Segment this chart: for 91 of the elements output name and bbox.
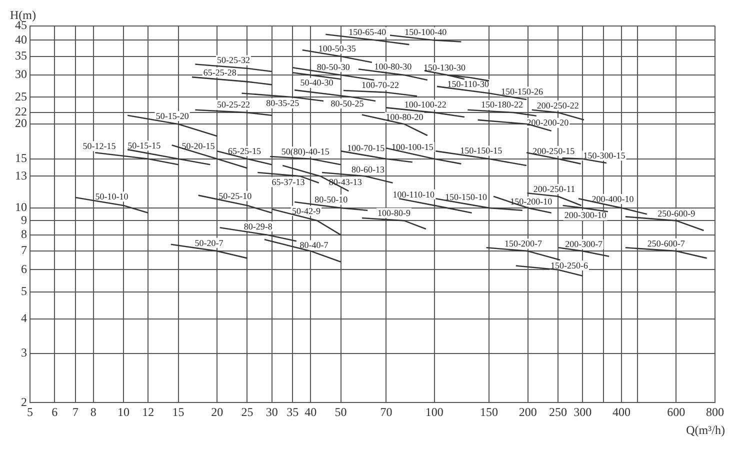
x-tick-label: 30 (266, 404, 278, 419)
x-tick-label: 200 (518, 404, 537, 419)
series-label: 65-25-28 (203, 67, 237, 78)
series-label: 150-200-10 (510, 196, 553, 206)
y-tick-label: 15 (15, 151, 27, 166)
y-tick-label: 5 (21, 284, 27, 298)
series-label: 100-100-22 (404, 100, 446, 110)
series-label: 200-400-10 (592, 194, 634, 204)
series-label: 150-180-22 (481, 100, 524, 110)
series-label: 100-80-9 (377, 208, 411, 218)
series-label: 150-300-15 (583, 150, 626, 160)
y-tick-label: 4 (21, 310, 27, 325)
series-label: 65-25-15 (228, 146, 262, 156)
series-label: 250-600-7 (647, 238, 686, 248)
y-tick-label: 10 (15, 200, 27, 214)
y-tick-label: 9 (21, 212, 27, 227)
y-tick-label: 3 (21, 346, 27, 360)
x-tick-label: 15 (172, 404, 184, 419)
series-label: 100-110-10 (392, 189, 435, 200)
series-label: 80-50-25 (330, 98, 364, 108)
x-tick-label: 800 (706, 404, 724, 419)
series-label: 50-25-32 (217, 55, 250, 66)
x-tick-label: 300 (574, 404, 592, 419)
x-tick-label: 10 (118, 404, 130, 419)
series-label: 150-110-30 (447, 79, 490, 90)
x-tick-label: 150 (480, 404, 498, 419)
x-tick-label: 12 (142, 404, 154, 419)
series-label: 200-250-11 (533, 184, 576, 194)
series-label: 150-65-40 (348, 27, 387, 38)
series-label: 50-42-9 (292, 206, 322, 216)
x-tick-label: 8 (90, 404, 96, 419)
series-label: 100-70-22 (362, 80, 400, 90)
series-label: 200-250-22 (536, 100, 579, 110)
x-tick-label: 7 (72, 404, 78, 419)
x-axis-title: Q(m³/h) (686, 422, 725, 437)
series-label: 200-300-7 (565, 239, 604, 250)
x-tick-label: 600 (667, 404, 686, 419)
series-label: 100-80-30 (374, 61, 412, 72)
series-label: 150-100-40 (404, 27, 448, 38)
series-label: 150-150-10 (445, 192, 488, 202)
series-label: 150-200-7 (504, 238, 542, 249)
series-label: 50-20-15 (182, 141, 216, 152)
series-label: 50-10-10 (95, 191, 129, 202)
series-label: 50-12-15 (82, 140, 116, 151)
series-label: 80-50-10 (314, 194, 348, 205)
series-label: 80-29-8 (244, 221, 273, 232)
series-label: 250-600-9 (658, 208, 696, 219)
series-label: 80-60-13 (352, 164, 385, 175)
series-label: 65-37-13 (272, 177, 306, 188)
series-label: 50(80)-40-15 (281, 146, 330, 156)
series-label: 50-15-15 (128, 140, 162, 150)
series-label: 50-20-7 (194, 238, 224, 248)
series-label: 150-130-30 (424, 62, 466, 72)
series-label: 80-40-7 (300, 240, 329, 250)
x-tick-label: 40 (304, 404, 317, 419)
series-label: 100-50-35 (318, 44, 356, 54)
series-label: 200-300-10 (564, 210, 607, 220)
x-tick-label: 20 (211, 404, 224, 419)
x-tick-label: 250 (549, 404, 568, 419)
series-label: 50-15-20 (156, 110, 190, 121)
series-label: 150-150-15 (460, 146, 503, 156)
y-tick-label: 2 (21, 394, 27, 409)
y-tick-label: 13 (15, 168, 27, 182)
series-label: 200-250-15 (532, 146, 576, 156)
y-tick-label: 40 (15, 32, 27, 46)
series-label: 50-25-22 (217, 100, 250, 110)
series-label: 80-50-30 (316, 62, 350, 72)
series-label: 100-100-15 (391, 142, 434, 152)
series-label: 150-250-6 (550, 260, 589, 270)
y-tick-label: 30 (15, 67, 27, 82)
y-tick-label: 7 (21, 243, 27, 258)
x-tick-label: 100 (425, 404, 444, 419)
y-tick-label: 35 (15, 48, 27, 63)
x-tick-label: 35 (286, 404, 299, 419)
y-tick-label: 22 (15, 104, 27, 119)
series-label: 200-200-20 (526, 118, 570, 128)
y-tick-label: 20 (15, 116, 27, 130)
x-tick-label: 400 (612, 404, 630, 419)
y-tick-label: 25 (15, 89, 27, 104)
series-label: 50-25-10 (218, 190, 252, 201)
y-tick-label: 6 (21, 262, 27, 276)
x-tick-label: 50 (334, 404, 347, 419)
series-label: 50-40-30 (300, 78, 334, 88)
x-tick-label: 70 (380, 404, 392, 419)
series-label: 150-150-26 (501, 86, 544, 97)
y-tick-label: 8 (21, 227, 27, 242)
series-label: 100-80-20 (386, 112, 424, 122)
x-tick-label: 6 (52, 404, 58, 419)
series-label: 100-70-15 (347, 143, 386, 154)
series-label: 80-35-25 (266, 98, 300, 108)
x-tick-label: 25 (241, 404, 254, 419)
